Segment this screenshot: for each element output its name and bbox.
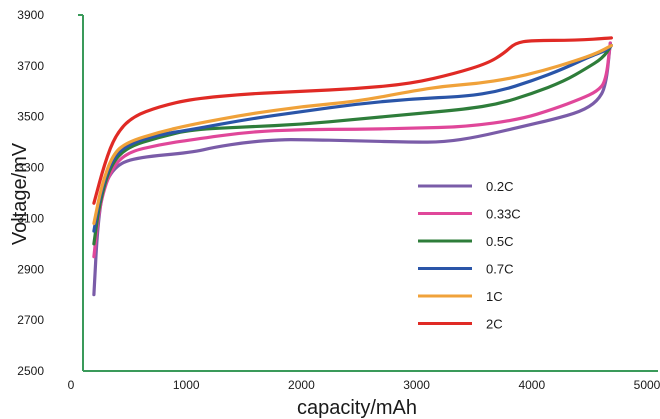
series-line-0.33C [92,41,612,259]
series-lines [92,36,614,297]
x-axis-title: capacity/mAh [297,397,417,419]
y-tick-label: 2900 [17,262,44,276]
y-tick-label: 3900 [17,8,44,22]
y-tick-label: 3700 [17,59,44,73]
x-tick-label: 4000 [518,378,545,392]
series-line-1C [92,43,613,226]
x-tick-label: 3000 [403,378,430,392]
legend-label: 0.2C [486,179,513,194]
y-tick-label: 2500 [17,364,44,378]
x-tick-label: 1000 [173,378,200,392]
tick-labels: 2500 2700 2900 3100 3300 3500 3700 3900 0 1000 200… [17,8,660,392]
legend-label: 0.7C [486,262,513,277]
legend-label: 1C [486,289,503,304]
legend-label: 0.5C [486,234,513,249]
legend-label: 0.33C [486,207,521,222]
x-tick-label: 0 [68,378,75,392]
legend: 0.2C 0.33C 0.5C 0.7C 1C 2C [418,179,521,332]
series-line-0.7C [92,43,614,233]
x-tick-label: 2000 [288,378,315,392]
y-tick-label: 3500 [17,110,44,124]
series-line-2C [92,36,614,205]
y-tick-label: 3300 [17,161,44,175]
legend-label: 2C [486,317,503,332]
y-tick-label: 3100 [17,211,44,225]
axes [78,14,658,372]
y-axis-title: Voltage/mV [9,142,31,245]
x-tick-label: 5000 [634,378,660,392]
y-tick-label: 2700 [17,313,44,327]
series-line-0.5C [92,43,613,246]
